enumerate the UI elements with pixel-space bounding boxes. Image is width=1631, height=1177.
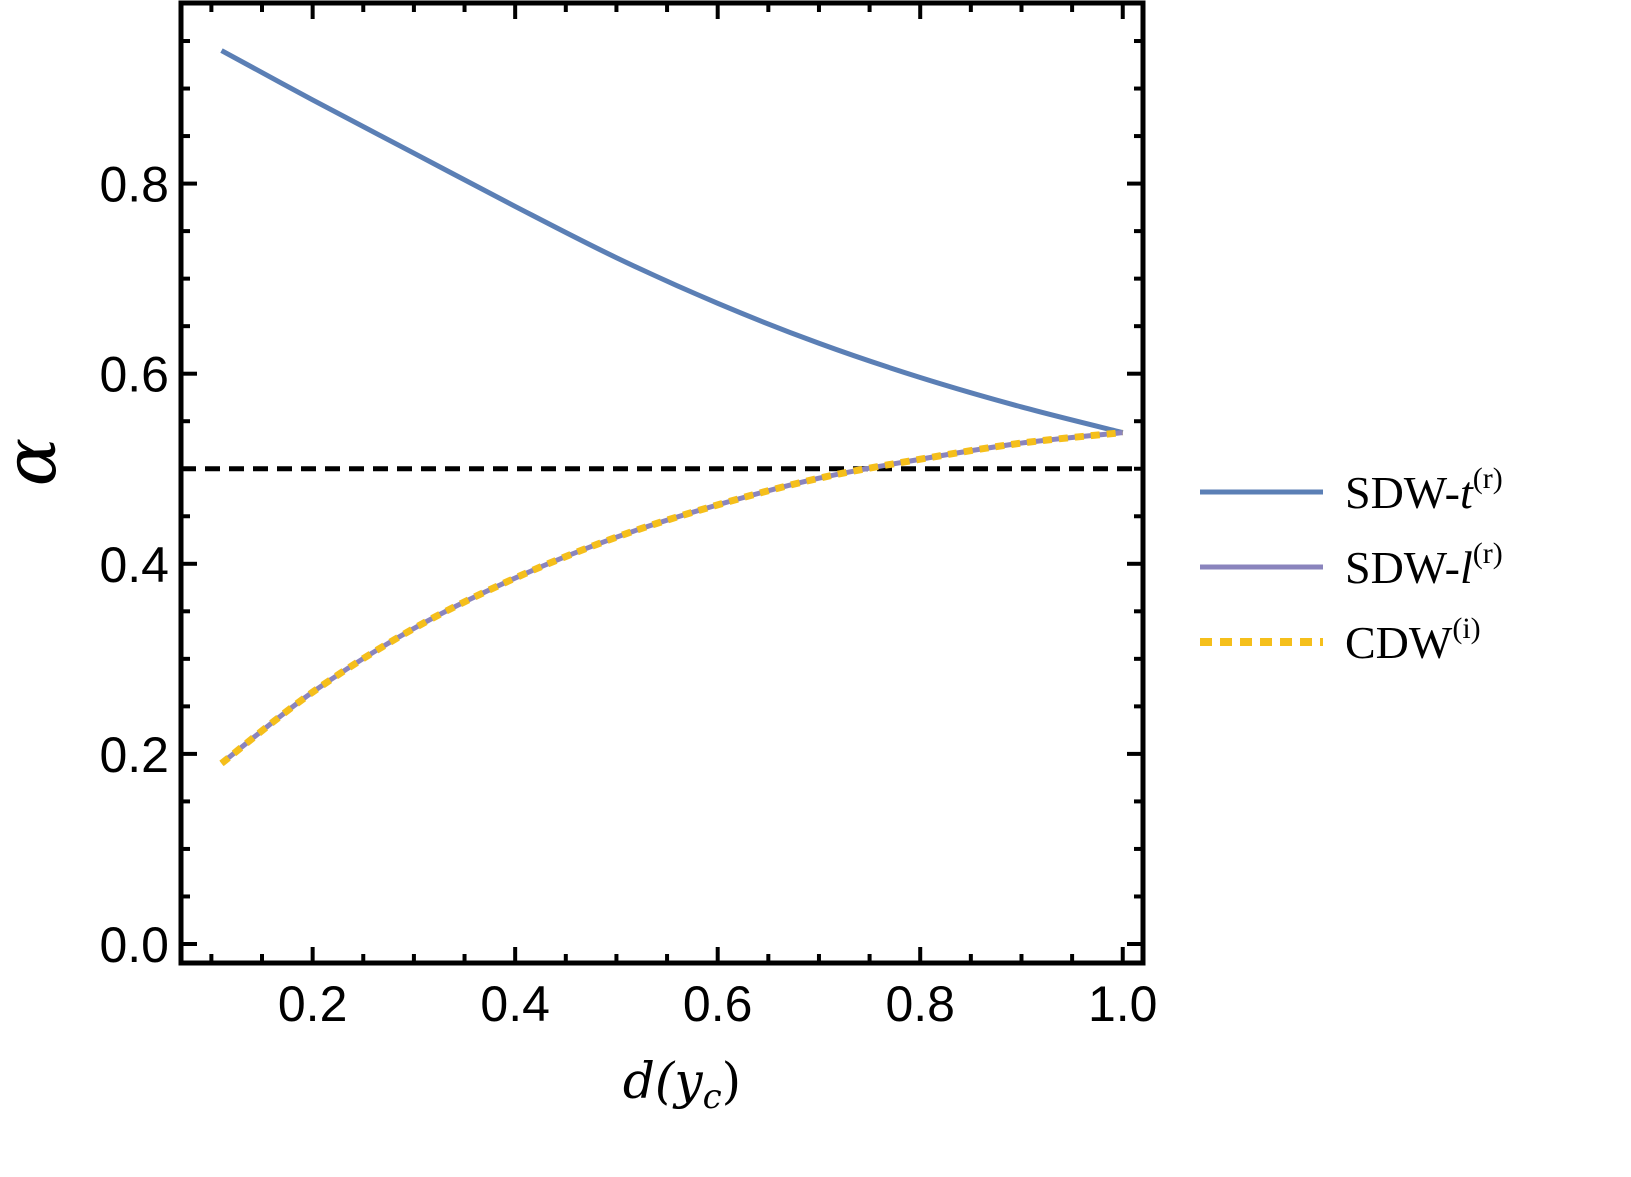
x-tick-label: 1.0 — [1088, 976, 1158, 1032]
series-line-sdw-t — [220, 48, 1124, 436]
tick-labels: 0.2 0.4 0.6 0.8 1.0 0.0 0.2 0.4 0.6 0.8 — [99, 157, 1157, 1032]
y-axis-label: α — [0, 438, 72, 487]
x-axis-label-close: ) — [722, 1052, 742, 1110]
legend-label: SDW-l(r) — [1345, 537, 1503, 593]
y-tick-label: 0.8 — [99, 157, 169, 213]
x-axis-label-subscript: c — [703, 1077, 722, 1117]
x-tick-label: 0.8 — [885, 976, 955, 1032]
tick-marks — [181, 3, 1143, 963]
y-tick-label: 0.0 — [99, 917, 169, 973]
x-tick-label: 0.6 — [683, 976, 753, 1032]
x-tick-label: 0.2 — [278, 976, 348, 1032]
series-line-cdw — [219, 429, 1124, 767]
x-axis-label: d(yc) — [623, 1052, 741, 1117]
x-tick-label: 0.4 — [480, 976, 550, 1032]
legend: SDW-t(r) SDW-l(r) CDW(i) — [1200, 462, 1503, 668]
y-tick-label: 0.6 — [99, 347, 169, 403]
y-tick-label: 0.4 — [99, 537, 169, 593]
legend-label: CDW(i) — [1345, 612, 1481, 668]
legend-label: SDW-t(r) — [1345, 462, 1503, 518]
y-tick-label: 0.2 — [99, 727, 169, 783]
x-axis-label-main: d(y — [623, 1052, 704, 1110]
plot-frame — [178, 0, 1146, 966]
series-line-sdw-l — [219, 430, 1124, 766]
series-layer — [219, 48, 1124, 767]
